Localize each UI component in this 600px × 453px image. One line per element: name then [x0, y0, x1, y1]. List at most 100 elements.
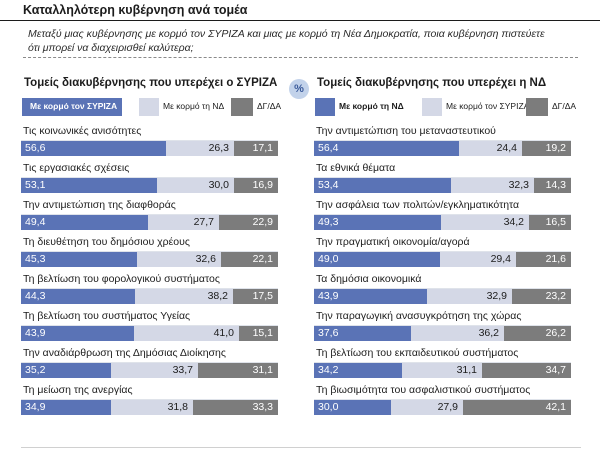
percent-badge: % — [289, 79, 309, 99]
category-label: Τη βιωσιμότητα του ασφαλιστικού συστήματ… — [316, 384, 531, 396]
bar-segment-second: 27,7 — [148, 215, 219, 230]
bar-segment-dk: 21,6 — [516, 252, 571, 267]
category-label: Την πραγματική οικονομία/αγορά — [316, 236, 470, 248]
legend-swatch — [139, 98, 159, 116]
bar-row: Τα δημόσια οικονομικά 43,9 32,9 23,2 — [314, 270, 594, 307]
bar-segment-first: 49,4 — [21, 215, 148, 230]
bar-segment-dk: 42,1 — [463, 400, 571, 415]
bar-segment-second: 32,9 — [427, 289, 512, 304]
category-label: Τα εθνικά θέματα — [316, 162, 396, 174]
bar-track: 34,2 31,1 34,7 — [314, 362, 571, 378]
legend-swatch — [231, 98, 253, 116]
bar-track: 35,2 33,7 31,1 — [21, 362, 278, 378]
bar-segment-second: 32,6 — [137, 252, 221, 267]
survey-question: Μεταξύ μιας κυβέρνησης με κορμό τον ΣΥΡΙ… — [28, 27, 568, 55]
bar-segment-second: 34,2 — [441, 215, 529, 230]
category-label: Την αναδιάρθρωση της Δημόσιας Διοίκησης — [23, 347, 226, 359]
bar-segment-second: 26,3 — [166, 141, 234, 156]
legend-swatch — [526, 98, 548, 116]
category-label: Την ασφάλεια των πολιτών/εγκληματικότητα — [316, 199, 520, 211]
bar-row: Τη βελτίωση του φορολογικού συστήματος 44… — [21, 270, 301, 307]
bar-segment-first: 30,0 — [314, 400, 391, 415]
bar-segment-dk: 14,3 — [534, 178, 571, 193]
bar-segment-dk: 31,1 — [198, 363, 278, 378]
bar-segment-second: 36,2 — [411, 326, 504, 341]
bar-segment-first: 34,2 — [314, 363, 402, 378]
bar-segment-first: 34,9 — [21, 400, 111, 415]
bar-segment-dk: 23,2 — [512, 289, 571, 304]
bar-segment-first: 53,1 — [21, 178, 157, 193]
category-label: Την αντιμετώπιση της διαφθοράς — [23, 199, 176, 211]
bar-segment-dk: 19,2 — [522, 141, 571, 156]
bar-row: Την παραγωγική ανασυγκρότηση της χώρας 37… — [314, 307, 594, 344]
panel-title: Τομείς διακυβέρνησης που υπερέχει η ΝΔ — [317, 77, 547, 89]
bar-segment-first: 43,9 — [314, 289, 427, 304]
bar-row: Τη διευθέτηση του δημόσιου χρέους 45,3 32,… — [21, 233, 301, 270]
category-label: Την παραγωγική ανασυγκρότηση της χώρας — [316, 310, 522, 322]
bar-segment-dk: 17,5 — [233, 289, 278, 304]
bar-row: Τη βελτίωση του συστήματος Υγείας 43,9 41,… — [21, 307, 301, 344]
legend-label: Με κορμό τη ΝΔ — [339, 101, 404, 111]
category-label: Τις εργασιακές σχέσεις — [23, 162, 130, 174]
legend-swatch — [422, 98, 442, 116]
bar-track: 53,4 32,3 14,3 — [314, 177, 571, 193]
bar-segment-second: 38,2 — [135, 289, 233, 304]
category-label: Τη μείωση της ανεργίας — [23, 384, 133, 396]
bar-segment-dk: 34,7 — [482, 363, 571, 378]
category-label: Τη βελτίωση του εκπαιδευτικού συστήματος — [316, 347, 519, 359]
bottom-divider — [21, 447, 581, 448]
bar-segment-first: 49,0 — [314, 252, 440, 267]
bar-segment-first: 35,2 — [21, 363, 111, 378]
bar-row: Τις κοινωνικές ανισότητες 56,6 26,3 17,1 — [21, 122, 301, 159]
panel-title: Τομείς διακυβέρνησης που υπερέχει ο ΣΥΡΙ… — [24, 77, 278, 89]
bar-row: Τη βελτίωση του εκπαιδευτικού συστήματος… — [314, 344, 594, 381]
bar-row: Τη μείωση της ανεργίας 34,9 31,8 33,3 — [21, 381, 301, 418]
bar-track: 45,3 32,6 22,1 — [21, 251, 278, 267]
bar-row: Την αντιμετώπιση της διαφθοράς 49,4 27,7 22… — [21, 196, 301, 233]
bar-segment-second: 30,0 — [157, 178, 234, 193]
legend-label: ΔΓ/ΔΑ — [552, 101, 577, 111]
bar-track: 34,9 31,8 33,3 — [21, 399, 278, 415]
bar-track: 53,1 30,0 16,9 — [21, 177, 278, 193]
bar-row: Την ασφάλεια των πολιτών/εγκληματικότητα… — [314, 196, 594, 233]
bar-segment-first: 49,3 — [314, 215, 441, 230]
bar-segment-dk: 15,1 — [239, 326, 278, 341]
bar-segment-dk: 17,1 — [234, 141, 278, 156]
legend-label: ΔΓ/ΔΑ — [257, 101, 282, 111]
title-divider — [0, 20, 600, 21]
legend-swatch — [315, 98, 335, 116]
bar-track: 43,9 41,0 15,1 — [21, 325, 278, 341]
bar-segment-dk: 26,2 — [504, 326, 571, 341]
bar-segment-first: 37,6 — [314, 326, 411, 341]
bar-segment-dk: 33,3 — [193, 400, 278, 415]
category-label: Τα δημόσια οικονομικά — [316, 273, 422, 285]
bar-segment-first: 45,3 — [21, 252, 137, 267]
chart-title: Καταλληλότερη κυβέρνηση ανά τομέα — [23, 3, 248, 17]
bar-row: Τα εθνικά θέματα 53,4 32,3 14,3 — [314, 159, 594, 196]
bar-track: 49,4 27,7 22,9 — [21, 214, 278, 230]
legend-label: Με κορμό τη ΝΔ — [163, 101, 225, 111]
bar-track: 37,6 36,2 26,2 — [314, 325, 571, 341]
bar-segment-second: 41,0 — [134, 326, 239, 341]
bar-segment-dk: 16,9 — [234, 178, 278, 193]
bar-segment-second: 29,4 — [440, 252, 516, 267]
bar-track: 43,9 32,9 23,2 — [314, 288, 571, 304]
bar-segment-second: 24,4 — [459, 141, 522, 156]
legend: Με κορμό τη ΝΔ Με κορμό τον ΣΥΡΙΖΑ ΔΓ/ΔΑ — [314, 98, 594, 116]
bar-row: Τις εργασιακές σχέσεις 53,1 30,0 16,9 — [21, 159, 301, 196]
bar-row: Την αναδιάρθρωση της Δημόσιας Διοίκησης 3… — [21, 344, 301, 381]
survey-question-line-1: Μεταξύ μιας κυβέρνησης με κορμό τον ΣΥΡΙ… — [28, 28, 545, 40]
category-label: Τις κοινωνικές ανισότητες — [23, 125, 142, 137]
bar-row: Την πραγματική οικονομία/αγορά 49,0 29,4 21… — [314, 233, 594, 270]
category-label: Την αντιμετώπιση του μεταναστευτικού — [316, 125, 496, 137]
bar-segment-first: 43,9 — [21, 326, 134, 341]
bar-segment-dk: 16,5 — [529, 215, 571, 230]
bar-segment-dk: 22,9 — [219, 215, 278, 230]
bar-segment-first: 56,4 — [314, 141, 459, 156]
bar-track: 56,6 26,3 17,1 — [21, 140, 278, 156]
bar-track: 49,3 34,2 16,5 — [314, 214, 571, 230]
legend-swatch — [22, 98, 122, 116]
bar-track: 49,0 29,4 21,6 — [314, 251, 571, 267]
legend-label: Με κορμό τον ΣΥΡΙΖΑ — [30, 101, 118, 111]
bar-segment-second: 33,7 — [111, 363, 198, 378]
